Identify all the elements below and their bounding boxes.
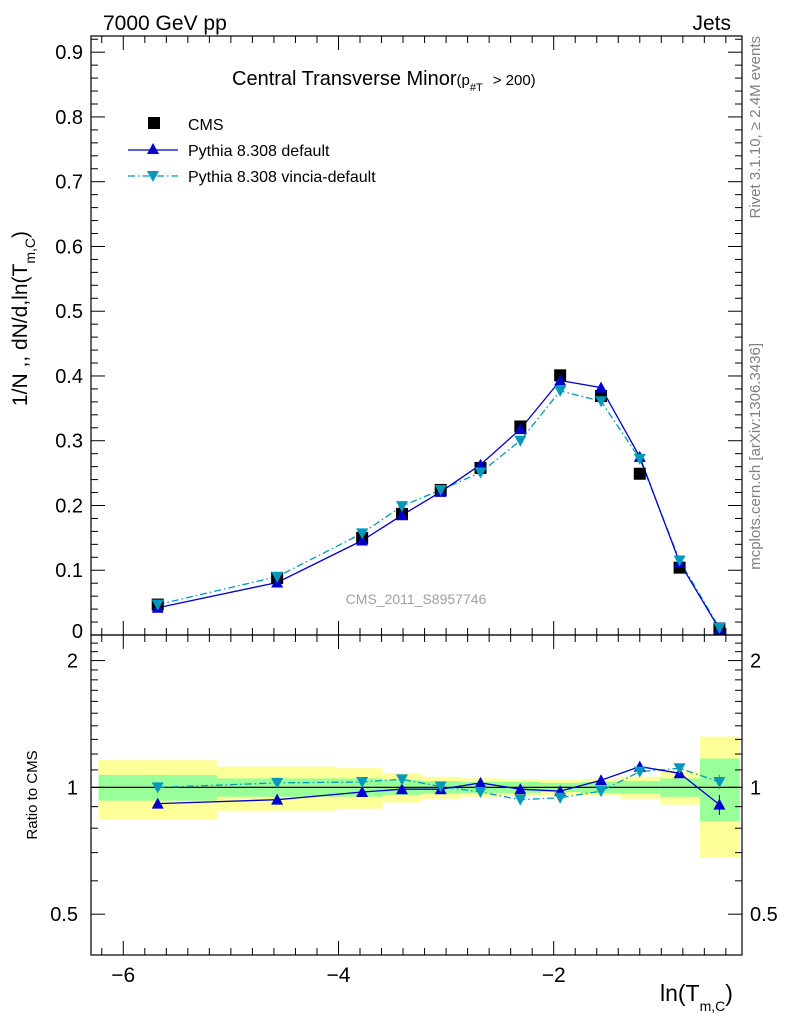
- ratio-default-point: [595, 774, 608, 786]
- vincia-point: [673, 555, 686, 567]
- default-point: [595, 381, 608, 393]
- vincia-point: [514, 435, 527, 447]
- ratio-vincia-point: [151, 782, 164, 794]
- ratio-vincia-point: [356, 776, 369, 788]
- ratio-vincia-point: [595, 786, 608, 798]
- ratio-vincia-point: [673, 763, 686, 775]
- cms-point: [633, 467, 646, 480]
- y-tick-label: 0.6: [55, 236, 83, 258]
- y-tick-label: 0.1: [55, 560, 83, 582]
- ratio-panel: [90, 634, 743, 956]
- y-tick-label: 0.9: [55, 42, 83, 64]
- x-axis-label: ln(Tm,C): [660, 980, 733, 1014]
- ratio-y-axis-label: Ratio to CMS: [24, 750, 41, 839]
- title-cut-rest: > 200): [493, 72, 536, 89]
- ratio-tick-label: 1: [67, 777, 78, 799]
- vincia-point: [434, 484, 447, 496]
- ratio-default-point: [474, 776, 487, 788]
- ratio-vincia-point: [474, 787, 487, 799]
- ratio-default-point: [514, 783, 527, 795]
- default-line: [157, 379, 720, 630]
- y-tick-label: 0.5: [55, 301, 83, 323]
- legend-default-label: Pythia 8.308 default: [188, 143, 330, 160]
- y-tick-label: 0.7: [55, 172, 83, 194]
- ratio-tick-label-right: 2: [750, 651, 761, 673]
- ratio-default-point: [395, 783, 408, 795]
- vincia-point: [395, 501, 408, 513]
- uncertainty-band-green: [700, 758, 740, 822]
- vincia-point: [474, 467, 487, 479]
- vincia-point: [554, 385, 567, 397]
- ratio-default-point: [356, 786, 369, 798]
- title-cut-sub: #T: [470, 82, 483, 94]
- x-axis-label-close: ): [725, 980, 733, 1006]
- ratio-default-line: [157, 765, 720, 806]
- y-axis-label: 1/N ,, dN/d,ln(Tm,C): [9, 231, 38, 406]
- legend-vincia-marker: [147, 171, 159, 182]
- ratio-vincia-point: [554, 792, 567, 804]
- y-tick-label-zero: 0: [72, 621, 83, 643]
- x-tick-label: −4: [327, 964, 351, 987]
- vincia-point: [151, 599, 164, 611]
- ratio-vincia-point: [514, 794, 527, 806]
- y-tick-label: 0.3: [55, 431, 83, 453]
- x-axis-label-sub: m,C: [700, 998, 726, 1014]
- vincia-point: [713, 622, 726, 634]
- default-point: [356, 534, 369, 546]
- ratio-vincia-line: [157, 767, 720, 801]
- legend-cms-marker: [148, 117, 160, 129]
- y-axis-label-close: ): [9, 231, 32, 238]
- y-axis-label-main: 1/N ,, dN/d,ln(T: [9, 264, 32, 407]
- ratio-tick-label: 0.5: [50, 904, 78, 926]
- y-tick-label: 0.2: [55, 495, 83, 517]
- ratio-vincia-point: [633, 766, 646, 778]
- header-right: Jets: [692, 12, 731, 35]
- default-point: [554, 374, 567, 386]
- ratio-vincia-point: [271, 777, 284, 789]
- ratio-tick-label: 2: [67, 651, 78, 673]
- header-left: 7000 GeV pp: [103, 12, 227, 35]
- x-tick-label: −2: [542, 964, 566, 987]
- ratio-tick-label-right: 1: [750, 777, 761, 799]
- y-axis-label-sub: m,C: [22, 238, 38, 264]
- analysis-watermark: CMS_2011_S8957746: [346, 591, 487, 607]
- ratio-vincia-point: [434, 781, 447, 793]
- y-tick-label: 0.4: [55, 366, 83, 388]
- x-axis-label-main: ln(T: [660, 980, 700, 1006]
- ratio-default-point: [713, 798, 726, 810]
- title-cut-p: p: [462, 72, 470, 89]
- ratio-vincia-point: [713, 776, 726, 788]
- default-point: [514, 423, 527, 435]
- vincia-point: [595, 396, 608, 408]
- ratio-default-point: [151, 797, 164, 809]
- ratio-frame: [90, 634, 743, 956]
- chart-title-main: Central Transverse Minor: [232, 68, 457, 90]
- legend: CMS Pythia 8.308 default Pythia 8.308 vi…: [128, 117, 376, 186]
- ratio-default-point: [271, 793, 284, 805]
- mcplots-label: mcplots.cern.ch [arXiv:1306.3436]: [747, 343, 764, 570]
- legend-default-marker: [147, 143, 159, 154]
- y-tick-label: 0.8: [55, 107, 83, 129]
- ratio-tick-label-right: 0.5: [750, 904, 778, 926]
- chart-title: Central Transverse Minor(p#T > 200): [232, 68, 536, 94]
- ratio-vincia-point: [395, 774, 408, 786]
- vincia-point: [633, 453, 646, 465]
- vincia-point: [271, 571, 284, 583]
- rivet-label: Rivet 3.1.10, ≥ 2.4M events: [747, 36, 764, 219]
- legend-cms-label: CMS: [188, 117, 224, 134]
- vincia-point: [356, 528, 369, 540]
- default-point: [474, 458, 487, 470]
- title-cut-open: (: [457, 72, 462, 89]
- x-tick-label: −6: [111, 964, 135, 987]
- default-point: [395, 509, 408, 521]
- legend-vincia-label: Pythia 8.308 vincia-default: [188, 169, 376, 186]
